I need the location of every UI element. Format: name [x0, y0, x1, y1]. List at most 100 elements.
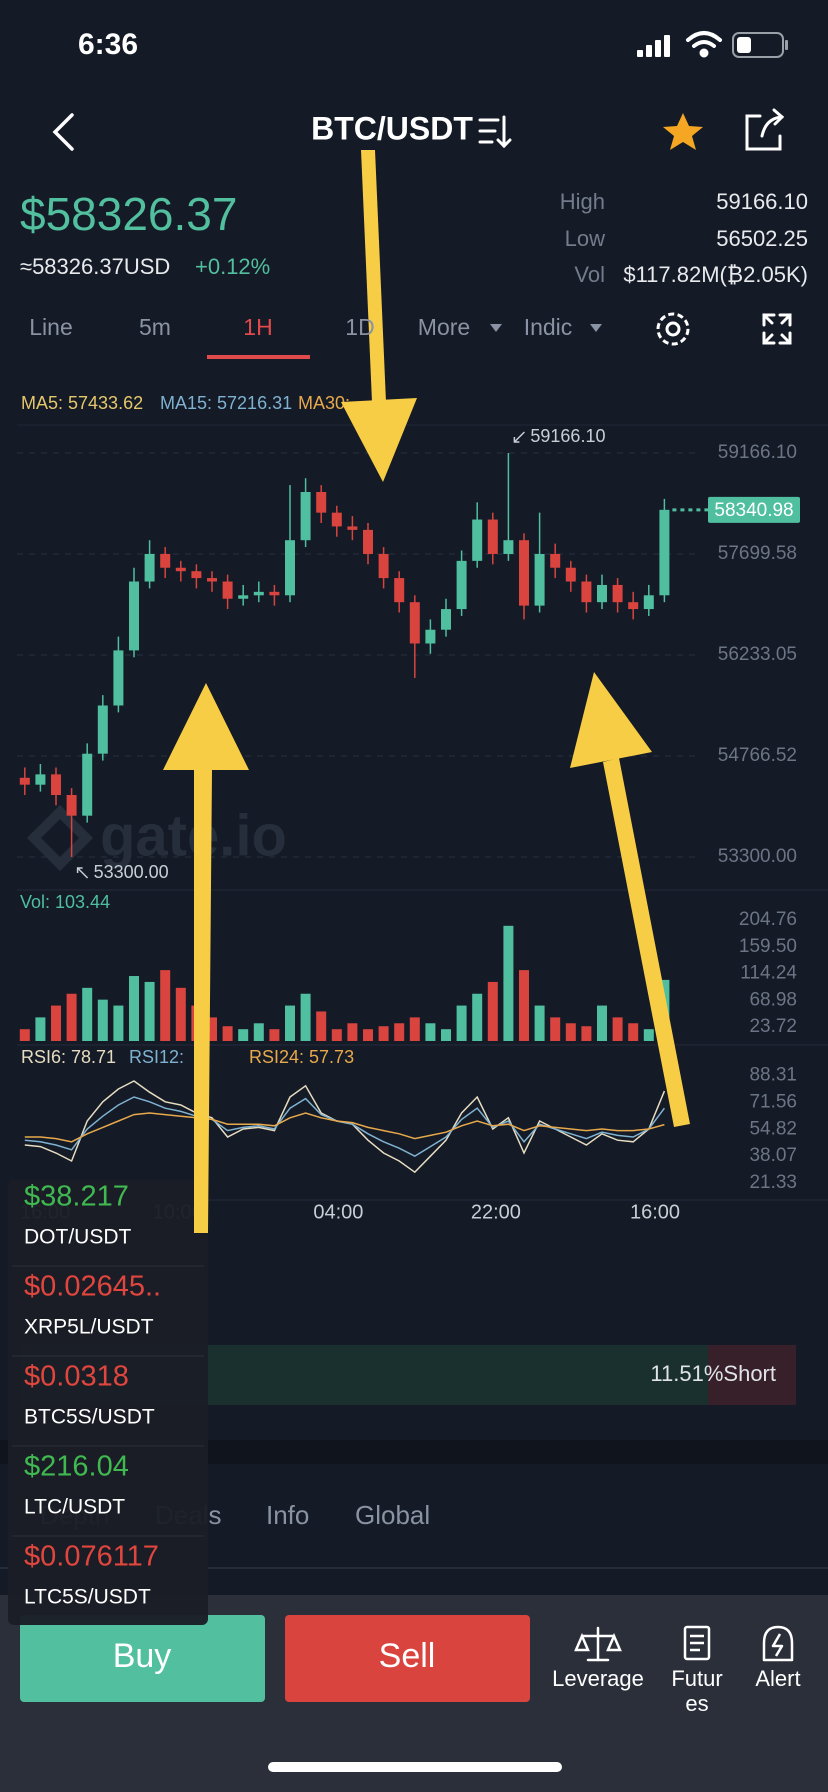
- watch-price[interactable]: $0.076117: [24, 1541, 159, 1573]
- candle-body: [207, 578, 217, 582]
- battery-icon: [732, 32, 788, 58]
- candle-body: [409, 602, 420, 644]
- candle-body: [503, 540, 514, 554]
- sort-icon[interactable]: [478, 115, 512, 149]
- favorite-star[interactable]: [663, 113, 703, 150]
- timeframe-tab[interactable]: Line: [29, 314, 72, 340]
- candle-body: [363, 529, 373, 554]
- alert-icon[interactable]: [762, 1625, 794, 1662]
- buy-label[interactable]: Buy: [113, 1637, 172, 1675]
- vol-value: $117.82M(₿2.05K): [623, 262, 808, 287]
- watchlist-panel: [8, 1180, 208, 1625]
- home-indicator: [268, 1762, 562, 1772]
- timeframe-tab[interactable]: 1H: [243, 314, 272, 340]
- volume-bar: [51, 1005, 61, 1041]
- candle-body: [19, 777, 30, 785]
- tool-label[interactable]: Alert: [755, 1666, 800, 1691]
- watch-price[interactable]: $216.04: [24, 1451, 129, 1483]
- y-tick-label: 71.56: [749, 1092, 797, 1113]
- volume-bar: [487, 981, 498, 1041]
- watch-pair[interactable]: BTC5S/USDT: [24, 1406, 155, 1429]
- candle-body: [597, 584, 607, 603]
- watch-pair[interactable]: LTC5S/USDT: [24, 1586, 151, 1609]
- watch-price[interactable]: $38.217: [24, 1181, 129, 1213]
- tool-label[interactable]: Futur: [671, 1666, 722, 1691]
- fullscreen-button[interactable]: [762, 313, 792, 345]
- volume-bar: [409, 1017, 420, 1041]
- futures-icon[interactable]: [683, 1625, 711, 1661]
- candle-body: [534, 553, 545, 606]
- timeframe-tab[interactable]: 5m: [139, 314, 171, 340]
- pair-title[interactable]: BTC/USDT: [311, 110, 473, 146]
- y-tick-label: 59166.10: [718, 442, 797, 463]
- volume-bar: [441, 1029, 451, 1041]
- tool-label[interactable]: es: [685, 1691, 708, 1716]
- volume-bar: [628, 1023, 639, 1041]
- candle-body: [238, 595, 249, 599]
- high-label: High: [560, 189, 605, 214]
- candle-body: [300, 491, 311, 541]
- watch-pair[interactable]: XRP5L/USDT: [24, 1316, 154, 1339]
- candle-body: [659, 509, 670, 596]
- share-button[interactable]: [745, 108, 785, 151]
- extreme-marker: [76, 867, 89, 879]
- candle-body: [316, 491, 327, 513]
- rsi-line: [24, 1096, 666, 1158]
- volume-bar: [581, 1026, 592, 1041]
- short-ratio: 11.51%Short: [650, 1361, 776, 1386]
- candle-body: [643, 595, 654, 610]
- wifi-icon: [686, 31, 722, 58]
- watch-pair[interactable]: DOT/USDT: [24, 1226, 132, 1249]
- y-tick-label: 54766.52: [718, 745, 797, 766]
- candle-body: [222, 581, 233, 599]
- volume-bar: [175, 987, 186, 1041]
- y-tick-label: 159.50: [739, 936, 797, 957]
- tool-label[interactable]: Leverage: [552, 1666, 644, 1691]
- candle-body: [612, 584, 623, 603]
- candle-body: [378, 553, 389, 579]
- volume-bar: [82, 987, 93, 1041]
- timeframe-tab[interactable]: 1D: [345, 314, 374, 340]
- volume-bar: [394, 1023, 405, 1041]
- settings-button[interactable]: [656, 312, 690, 346]
- rsi-legend: RSI12:: [129, 1047, 184, 1067]
- volume-bar: [456, 1005, 467, 1041]
- candle-body: [35, 774, 46, 785]
- volume-bar: [269, 1029, 280, 1041]
- timeframe-tab[interactable]: More: [418, 314, 470, 340]
- charts: MA5: 57433.62 MA15: 57216.31 MA30: 59166.10…: [17, 355, 800, 1223]
- sell-label[interactable]: Sell: [379, 1637, 436, 1675]
- candle-body: [51, 774, 61, 796]
- y-tick-label: 54.82: [749, 1118, 797, 1139]
- watermark: gate.io: [100, 803, 287, 868]
- candle-body: [253, 591, 264, 596]
- back-button[interactable]: [52, 113, 74, 151]
- watch-price[interactable]: $0.0318: [24, 1361, 129, 1393]
- watch-pair[interactable]: LTC/USDT: [24, 1496, 125, 1519]
- last-price-label: 58340.98: [714, 500, 793, 521]
- sell-button[interactable]: [285, 1615, 530, 1702]
- detail-tab[interactable]: Global: [355, 1500, 430, 1530]
- candle-body: [441, 609, 451, 630]
- rsi-line: [24, 1112, 665, 1143]
- leverage-icon[interactable]: [574, 1626, 622, 1662]
- volume-label: Vol: 103.44: [20, 892, 110, 912]
- volume-bar: [472, 993, 483, 1041]
- volume-bar: [378, 1026, 389, 1041]
- volume-bar: [425, 1023, 436, 1041]
- volume-bar: [612, 1017, 623, 1041]
- volume-bar: [363, 1029, 373, 1041]
- watch-price[interactable]: $0.02645..: [24, 1271, 161, 1303]
- buy-button[interactable]: [20, 1615, 265, 1702]
- y-tick-label: 56233.05: [718, 644, 797, 665]
- timeframe-tab[interactable]: Indic: [524, 314, 573, 340]
- volume-bar: [253, 1023, 264, 1041]
- dropdown-caret: [490, 324, 502, 332]
- volume-bar: [550, 1017, 561, 1041]
- y-tick-label: 88.31: [749, 1065, 797, 1086]
- candle-body: [487, 519, 498, 554]
- volume-bar: [565, 1023, 576, 1041]
- detail-tab[interactable]: Info: [266, 1500, 309, 1530]
